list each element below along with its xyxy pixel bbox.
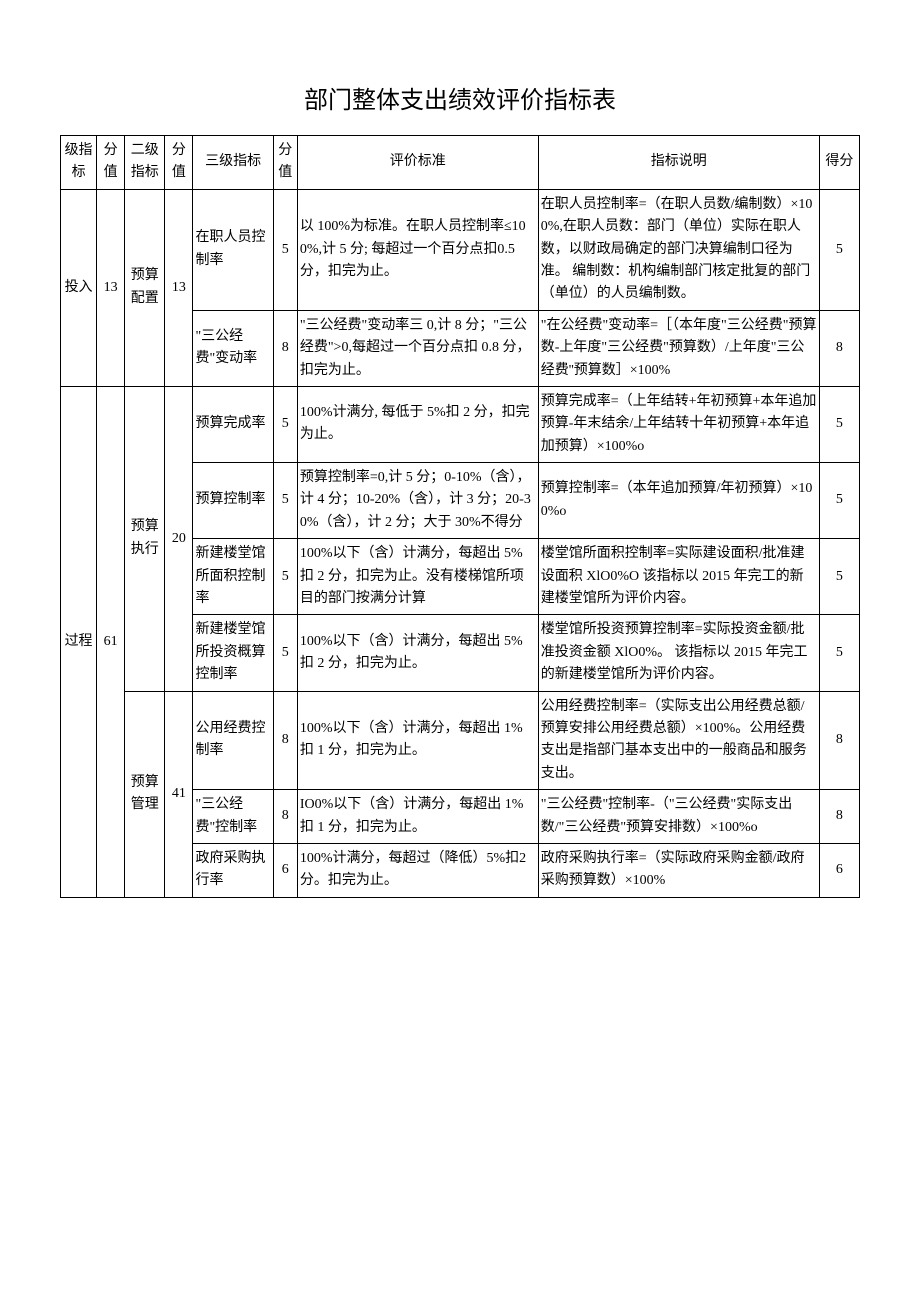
cell-score2: 41 bbox=[165, 691, 193, 897]
cell-description: 公用经费控制率=（实际支出公用经费总额/预算安排公用经费总额）×100%。公用经… bbox=[538, 691, 819, 790]
cell-description: "在公经费"变动率=［（本年度"三公经费"预算数-上年度"三公经费"预算数）/上… bbox=[538, 310, 819, 386]
cell-level3: 在职人员控制率 bbox=[193, 189, 273, 310]
cell-criteria: 100%以下（含）计满分，每超出 5%扣 2 分，扣完为止。没有楼梯馆所项目的部… bbox=[297, 539, 538, 615]
header-criteria: 评价标准 bbox=[297, 136, 538, 190]
cell-score3: 5 bbox=[273, 463, 297, 539]
cell-score1: 61 bbox=[97, 386, 125, 897]
cell-description: 楼堂馆所投资预算控制率=实际投资金额/批准投资金额 XlO0%。 该指标以 20… bbox=[538, 615, 819, 691]
cell-level3: 新建楼堂馆所投资概算控制率 bbox=[193, 615, 273, 691]
cell-score: 8 bbox=[819, 310, 859, 386]
cell-score: 5 bbox=[819, 615, 859, 691]
cell-score2: 20 bbox=[165, 386, 193, 691]
header-description: 指标说明 bbox=[538, 136, 819, 190]
cell-description: 政府采购执行率=（实际政府采购金额/政府采购预算数）×100% bbox=[538, 843, 819, 897]
table-row: 预算管理41公用经费控制率8100%以下（含）计满分，每超出 1%扣 1 分，扣… bbox=[61, 691, 860, 790]
cell-level3: "三公经费"控制率 bbox=[193, 790, 273, 844]
cell-criteria: 预算控制率=0,计 5 分；0-10%（含），计 4 分；10-20%（含），计… bbox=[297, 463, 538, 539]
cell-score3: 5 bbox=[273, 189, 297, 310]
header-score1: 分值 bbox=[97, 136, 125, 190]
cell-score3: 6 bbox=[273, 843, 297, 897]
cell-level3: 政府采购执行率 bbox=[193, 843, 273, 897]
cell-criteria: IO0%以下（含）计满分，每超出 1%扣 1 分，扣完为止。 bbox=[297, 790, 538, 844]
header-level2: 二级指标 bbox=[125, 136, 165, 190]
cell-score3: 5 bbox=[273, 386, 297, 462]
cell-level3: 公用经费控制率 bbox=[193, 691, 273, 790]
cell-level3: "三公经费"变动率 bbox=[193, 310, 273, 386]
cell-score: 6 bbox=[819, 843, 859, 897]
cell-score1: 13 bbox=[97, 189, 125, 386]
cell-score: 8 bbox=[819, 691, 859, 790]
table-row: 投入13预算配置13在职人员控制率5以 100%为标准。在职人员控制率≤100%… bbox=[61, 189, 860, 310]
cell-score2: 13 bbox=[165, 189, 193, 386]
cell-criteria: 以 100%为标准。在职人员控制率≤100%,计 5 分; 每超过一个百分点扣0… bbox=[297, 189, 538, 310]
cell-score3: 8 bbox=[273, 310, 297, 386]
cell-score: 5 bbox=[819, 463, 859, 539]
header-score: 得分 bbox=[819, 136, 859, 190]
header-level1: 级指标 bbox=[61, 136, 97, 190]
cell-score3: 5 bbox=[273, 539, 297, 615]
header-level3: 三级指标 bbox=[193, 136, 273, 190]
cell-level3: 预算完成率 bbox=[193, 386, 273, 462]
cell-score3: 5 bbox=[273, 615, 297, 691]
cell-level2: 预算管理 bbox=[125, 691, 165, 897]
cell-criteria: "三公经费"变动率三 0,计 8 分；"三公经费">0,每超过一个百分点扣 0.… bbox=[297, 310, 538, 386]
cell-score: 5 bbox=[819, 386, 859, 462]
cell-description: 楼堂馆所面积控制率=实际建设面积/批准建设面积 XlO0%O 该指标以 2015… bbox=[538, 539, 819, 615]
cell-level3: 新建楼堂馆所面积控制率 bbox=[193, 539, 273, 615]
cell-score: 5 bbox=[819, 189, 859, 310]
cell-level1: 过程 bbox=[61, 386, 97, 897]
cell-score: 5 bbox=[819, 539, 859, 615]
cell-criteria: 100%计满分，每超过（降低）5%扣2 分。扣完为止。 bbox=[297, 843, 538, 897]
cell-criteria: 100%计满分, 每低于 5%扣 2 分，扣完为止。 bbox=[297, 386, 538, 462]
indicator-table: 级指标 分值 二级指标 分值 三级指标 分值 评价标准 指标说明 得分 投入13… bbox=[60, 135, 860, 898]
cell-score3: 8 bbox=[273, 691, 297, 790]
cell-description: "三公经费"控制率-（"三公经费"实际支出数/"三公经费"预算安排数）×100%… bbox=[538, 790, 819, 844]
cell-score3: 8 bbox=[273, 790, 297, 844]
table-header-row: 级指标 分值 二级指标 分值 三级指标 分值 评价标准 指标说明 得分 bbox=[61, 136, 860, 190]
cell-description: 预算控制率=（本年追加预算/年初预算）×100%o bbox=[538, 463, 819, 539]
cell-description: 预算完成率=（上年结转+年初预算+本年追加预算-年末结余/上年结转十年初预算+本… bbox=[538, 386, 819, 462]
header-score2: 分值 bbox=[165, 136, 193, 190]
cell-criteria: 100%以下（含）计满分，每超出 1%扣 1 分，扣完为止。 bbox=[297, 691, 538, 790]
cell-level1: 投入 bbox=[61, 189, 97, 386]
table-row: 过程61预算执行20预算完成率5100%计满分, 每低于 5%扣 2 分，扣完为… bbox=[61, 386, 860, 462]
cell-criteria: 100%以下（含）计满分，每超出 5%扣 2 分，扣完为止。 bbox=[297, 615, 538, 691]
cell-level2: 预算执行 bbox=[125, 386, 165, 691]
cell-description: 在职人员控制率=（在职人员数/编制数）×100%,在职人员数：部门（单位）实际在… bbox=[538, 189, 819, 310]
page-title: 部门整体支出绩效评价指标表 bbox=[60, 80, 860, 115]
header-score3: 分值 bbox=[273, 136, 297, 190]
cell-level3: 预算控制率 bbox=[193, 463, 273, 539]
cell-score: 8 bbox=[819, 790, 859, 844]
cell-level2: 预算配置 bbox=[125, 189, 165, 386]
